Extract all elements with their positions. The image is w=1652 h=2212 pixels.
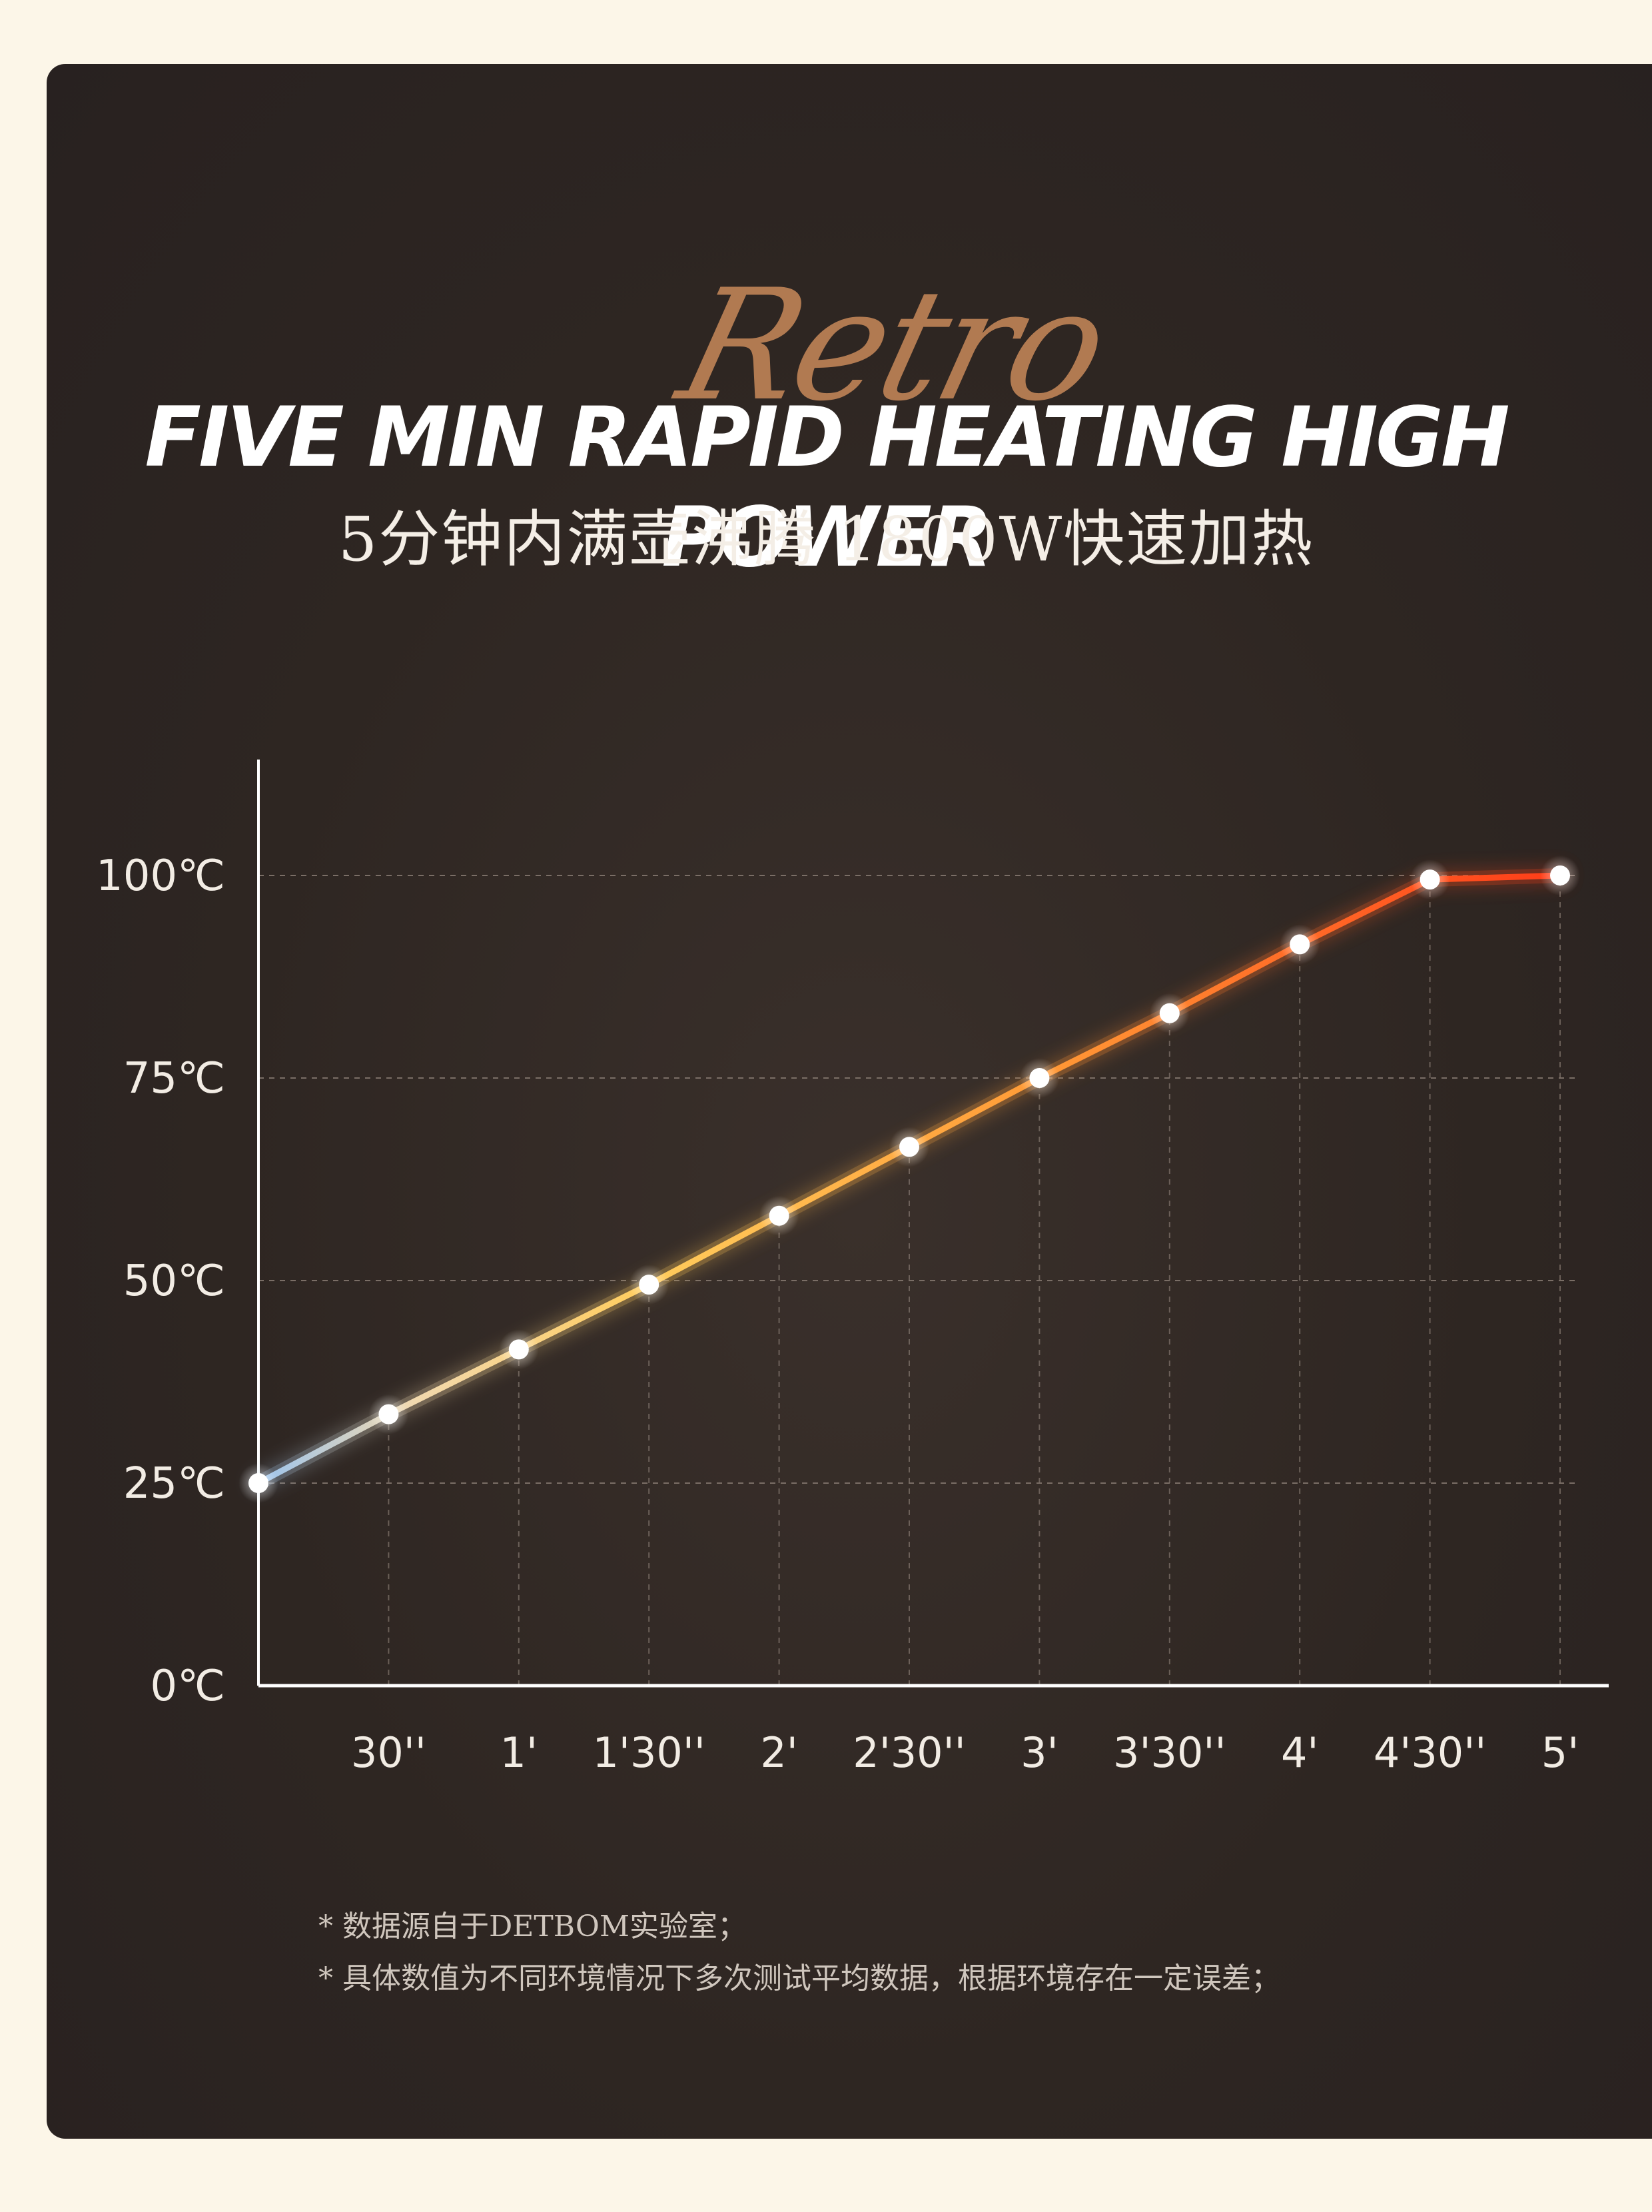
data-point [248, 1473, 268, 1493]
axes [257, 760, 1609, 1688]
data-point [639, 1275, 659, 1295]
page-subtitle: 5分钟内满壶沸腾 1800W快速加热 [338, 504, 1314, 575]
footnote-disclaimer: * 具体数值为不同环境情况下多次测试平均数据，根据环境存在一定误差； [318, 1961, 1280, 1995]
footnote-source: * 数据源自于DETBOM实验室； [318, 1910, 747, 1943]
x-tick-label: 2'30'' [853, 1728, 965, 1777]
x-tick-label: 5' [1541, 1728, 1579, 1777]
data-point [508, 1339, 529, 1360]
x-tick-label: 1'30'' [592, 1728, 705, 1777]
data-point [899, 1137, 919, 1157]
y-tick-label: 0℃ [150, 1662, 225, 1711]
grid-lines [258, 875, 1580, 1686]
x-tick-label: 30'' [351, 1728, 426, 1777]
y-tick-label: 25℃ [123, 1459, 225, 1508]
y-tick-label: 50℃ [123, 1257, 225, 1306]
data-point [378, 1404, 399, 1424]
data-point [1420, 869, 1440, 890]
data-point [1029, 1068, 1050, 1088]
data-point [769, 1205, 789, 1226]
y-tick-label: 75℃ [123, 1054, 225, 1103]
chart-card [47, 64, 1652, 2139]
x-tick-label: 1' [500, 1728, 538, 1777]
data-point [1290, 934, 1310, 955]
y-tick-label: 100℃ [96, 851, 225, 901]
x-tick-label: 3' [1021, 1728, 1058, 1777]
x-tick-label: 4'30'' [1374, 1728, 1486, 1777]
data-points [238, 855, 1580, 1503]
data-point [1550, 865, 1570, 885]
page-title: FIVE MIN RAPID HEATING HIGH POWER [145, 390, 1509, 586]
x-tick-label: 4' [1281, 1728, 1319, 1777]
x-tick-label: 3'30'' [1113, 1728, 1226, 1777]
tick-labels: 0℃ 25℃ 50℃ 75℃ 100℃ 30'' 1' 1'30'' 2' 2'30'' 3' 3'3… [96, 851, 1579, 1777]
data-point [1159, 1003, 1180, 1023]
x-tick-label: 2' [760, 1728, 798, 1777]
